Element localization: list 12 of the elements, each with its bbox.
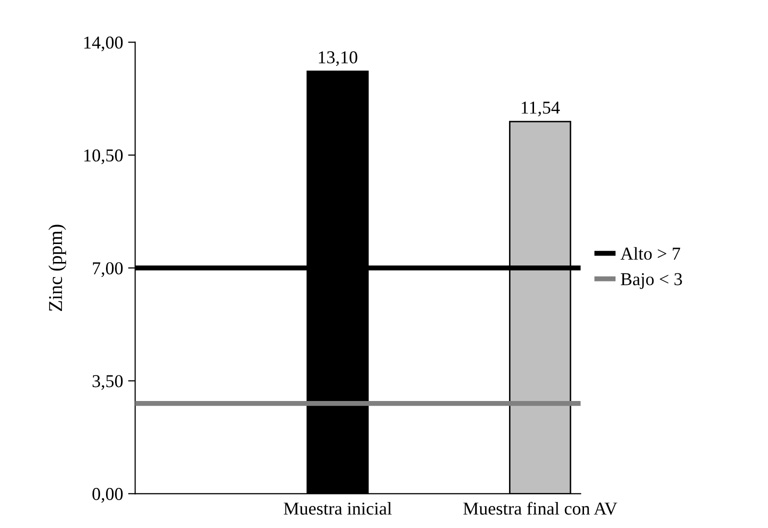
y-tick-label: 3,50 [92,375,123,390]
y-tick-label: 10,50 [84,149,123,164]
x-tick-label: Muestra final con AV [463,502,618,515]
y-axis-title: Zinc (ppm) [48,224,66,312]
data-label: 11,54 [522,102,560,116]
y-tick-label: 0,00 [92,488,123,503]
y-tick-label: 14,00 [84,36,123,52]
legend-label: Bajo < 3 [620,273,682,289]
data-label: 13,10 [318,51,358,66]
ref-line-label: Alto > 7 [620,247,680,260]
x-tick-label: Muestra inicial [284,502,392,515]
y-tick-label: 7,00 [92,262,123,277]
